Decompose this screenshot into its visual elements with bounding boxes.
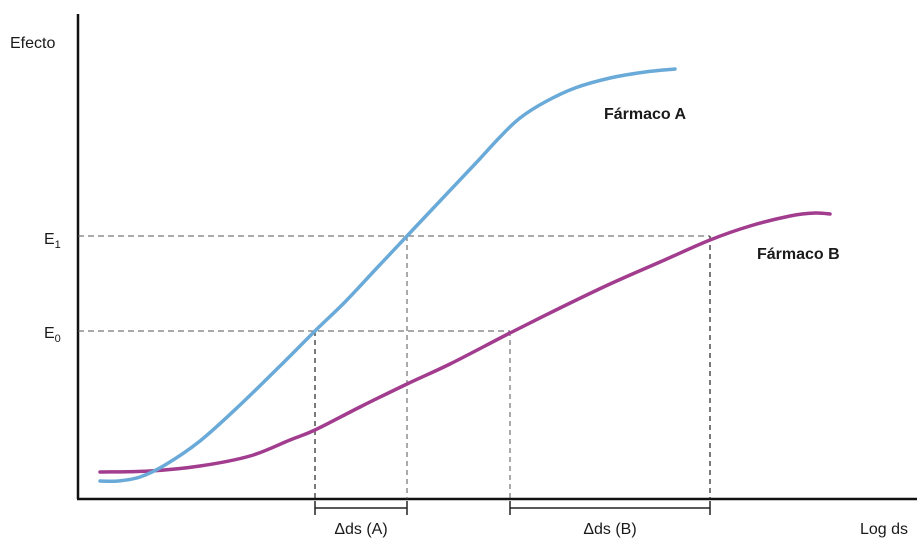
- interval-label-b: Δds (B): [583, 521, 636, 538]
- y-tick-e1: E1: [44, 231, 61, 251]
- interval-bracket-a: [314, 501, 408, 515]
- y-tick-e1-main: E: [44, 231, 55, 248]
- series-farmaco-b-label: Fármaco B: [757, 246, 840, 263]
- series-farmaco-a-label: Fármaco A: [604, 106, 687, 123]
- y-tick-e0: E0: [44, 325, 61, 345]
- y-tick-e0-sub: 0: [55, 333, 61, 345]
- series-farmaco-b-line: [98, 211, 832, 474]
- x-axis-label: Log ds: [860, 521, 908, 538]
- interval-label-a: Δds (A): [334, 521, 387, 538]
- y-axis-label: Efecto: [10, 35, 55, 52]
- series-farmaco-a-line: [98, 67, 677, 484]
- y-tick-e0-main: E: [44, 325, 55, 342]
- interval-bracket-b: [509, 501, 711, 515]
- y-tick-e1-sub: 1: [55, 239, 61, 251]
